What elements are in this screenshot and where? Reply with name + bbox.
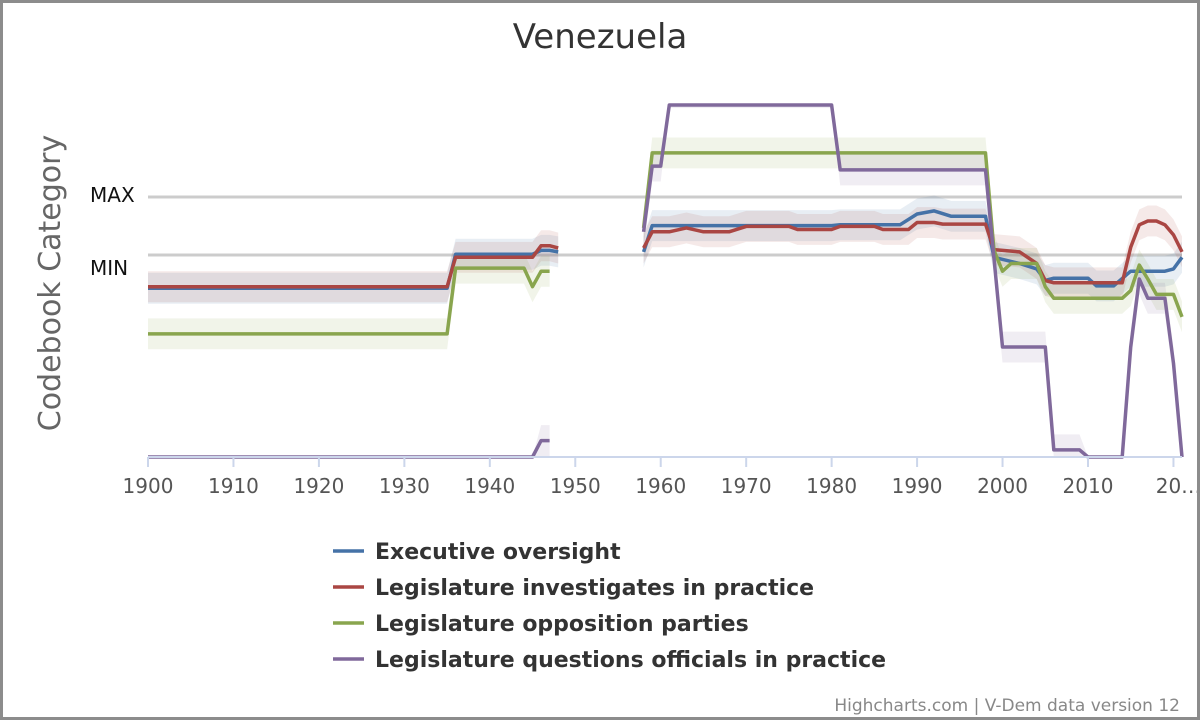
- band-1-0: [148, 230, 559, 303]
- x-tick-label: 2010: [1063, 474, 1114, 498]
- y-axis-title: Codebook Category: [33, 135, 68, 432]
- series-line-2-0[interactable]: [148, 266, 550, 336]
- legend-label: Legislature opposition parties: [375, 612, 749, 637]
- series-line-1-1[interactable]: [642, 219, 1184, 285]
- credits-text[interactable]: Highcharts.com | V-Dem data version 12: [834, 696, 1180, 716]
- band-2-1: [643, 137, 1182, 333]
- chart-title: Venezuela: [513, 17, 688, 57]
- legend-label: Legislature investigates in practice: [375, 576, 814, 601]
- x-axis-ticks: 1900 1910 1920 1930 1940 1950 1960 1970 1980 1990…: [123, 457, 1200, 498]
- chart-svg: Venezuela Codebook Category MAX MIN 1900…: [33, 17, 1200, 716]
- x-tick-label: 1930: [379, 474, 430, 498]
- series-lines: [148, 103, 1184, 459]
- series-line-1-0[interactable]: [148, 243, 559, 289]
- band-1-1: [643, 205, 1182, 299]
- x-tick-label: 1950: [550, 474, 601, 498]
- max-label: MAX: [90, 183, 135, 207]
- series-line-3-0[interactable]: [148, 438, 550, 459]
- x-tick-label: 2000: [977, 474, 1028, 498]
- x-tick-label: 1940: [464, 474, 515, 498]
- legend: Executive oversight Legislature investiga…: [333, 540, 886, 673]
- legend-label: Executive oversight: [375, 540, 621, 565]
- legend-item[interactable]: Legislature questions officials in pract…: [333, 648, 886, 673]
- legend-label: Legislature questions officials in pract…: [375, 648, 886, 673]
- x-tick-label: 1970: [721, 474, 772, 498]
- series-line-3-1[interactable]: [641, 103, 1184, 459]
- x-tick-label: 1990: [892, 474, 943, 498]
- x-tick-label: 1960: [635, 474, 686, 498]
- x-tick-label: 1910: [208, 474, 259, 498]
- x-tick-label: 1900: [123, 474, 174, 498]
- legend-item[interactable]: Legislature opposition parties: [333, 612, 749, 637]
- x-tick-label: 1980: [806, 474, 857, 498]
- legend-item[interactable]: Executive oversight: [333, 540, 621, 565]
- band-0-1: [643, 195, 1182, 302]
- legend-item[interactable]: Legislature investigates in practice: [333, 576, 814, 601]
- min-label: MIN: [90, 256, 128, 280]
- x-tick-label: 20…: [1156, 474, 1197, 498]
- band-3-0: [148, 425, 550, 457]
- confidence-bands: [148, 105, 1182, 457]
- x-tick-label: 1920: [293, 474, 344, 498]
